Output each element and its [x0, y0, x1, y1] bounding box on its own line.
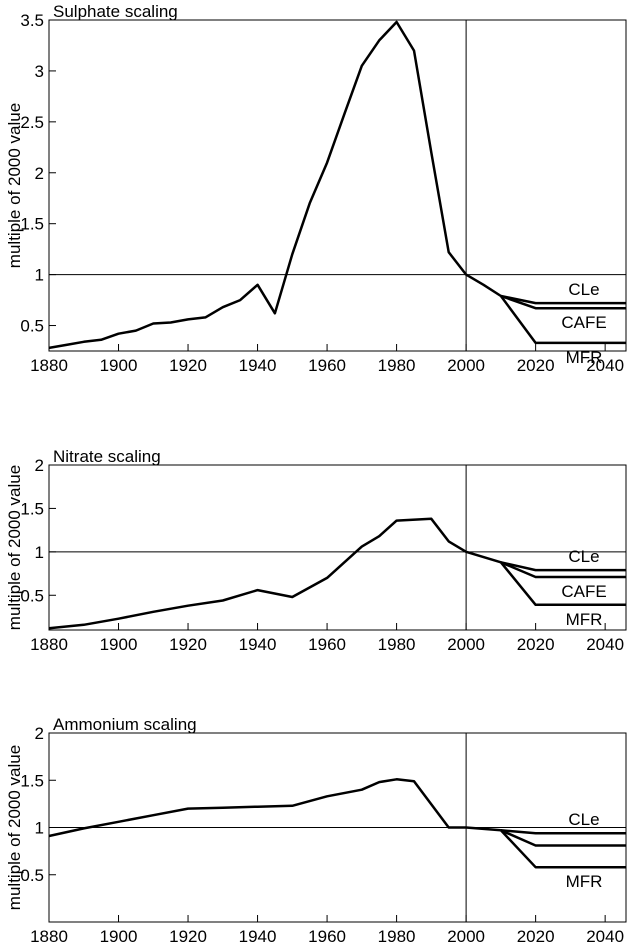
y-axis-label: multiple of 2000 value: [5, 465, 24, 630]
y-tick-label: 1: [35, 543, 44, 562]
series-label: MFR: [566, 872, 603, 891]
series-line: [500, 294, 626, 310]
x-tick-label: 1960: [308, 356, 346, 375]
x-tick-label: 1940: [239, 635, 277, 654]
y-tick-label: 1.5: [20, 215, 44, 234]
y-tick-label: 1.5: [20, 771, 44, 790]
x-tick-label: 2000: [447, 356, 485, 375]
x-tick-label: 1880: [30, 635, 68, 654]
x-tick-label: 1980: [378, 356, 416, 375]
series-line: [500, 829, 626, 847]
series-label: CLe: [568, 280, 599, 299]
chart-title: Ammonium scaling: [53, 715, 197, 734]
series-line: [500, 294, 626, 305]
y-tick-label: 0.5: [20, 586, 44, 605]
x-tick-label: 2000: [447, 927, 485, 946]
series-line: [48, 778, 502, 838]
series-line: [500, 829, 626, 835]
x-tick-label: 1920: [169, 356, 207, 375]
series-line: [48, 517, 502, 630]
series-line: [499, 829, 626, 869]
x-tick-label: 1940: [239, 927, 277, 946]
y-tick-label: 1.5: [20, 499, 44, 518]
x-tick-label: 1920: [169, 635, 207, 654]
x-tick-label: 1980: [378, 635, 416, 654]
chart-title: Nitrate scaling: [53, 447, 161, 466]
x-tick-label: 1960: [308, 635, 346, 654]
x-tick-label: 2040: [586, 635, 624, 654]
y-tick-label: 3.5: [20, 11, 44, 30]
plot-frame: [48, 19, 627, 352]
x-tick-label: 2020: [517, 356, 555, 375]
x-tick-label: 1900: [100, 927, 138, 946]
x-tick-label: 2040: [586, 356, 624, 375]
x-tick-label: 1940: [239, 356, 277, 375]
x-tick-label: 1980: [378, 927, 416, 946]
y-tick-label: 2: [35, 456, 44, 475]
chart-title: Sulphate scaling: [53, 2, 178, 21]
x-tick-label: 1880: [30, 356, 68, 375]
x-tick-label: 2000: [447, 635, 485, 654]
y-tick-label: 2: [35, 164, 44, 183]
y-tick-label: 1: [35, 819, 44, 838]
x-tick-label: 1900: [100, 356, 138, 375]
y-tick-label: 2: [35, 724, 44, 743]
y-tick-label: 2.5: [20, 113, 44, 132]
y-tick-label: 1: [35, 266, 44, 285]
series-label: CAFE: [561, 582, 606, 601]
series-line: [500, 561, 626, 579]
series-line: [48, 20, 502, 350]
y-axis-label: multiple of 2000 value: [5, 103, 24, 268]
series-label: MFR: [566, 348, 603, 367]
y-axis-label: multiple of 2000 value: [5, 745, 24, 910]
x-tick-label: 1900: [100, 635, 138, 654]
series-label: CAFE: [561, 313, 606, 332]
x-tick-label: 2020: [517, 635, 555, 654]
x-tick-label: 2040: [586, 927, 624, 946]
series-line: [499, 561, 626, 607]
series-line: [499, 295, 626, 345]
x-tick-label: 1920: [169, 927, 207, 946]
series-label: CLe: [568, 547, 599, 566]
x-tick-label: 2020: [517, 927, 555, 946]
series-label: CLe: [568, 810, 599, 829]
plot-frame: [48, 464, 627, 631]
y-tick-label: 3: [35, 62, 44, 81]
x-tick-label: 1880: [30, 927, 68, 946]
series-label: MFR: [566, 610, 603, 629]
y-tick-label: 0.5: [20, 317, 44, 336]
y-tick-label: 0.5: [20, 866, 44, 885]
series-line: [500, 561, 626, 572]
x-tick-label: 1960: [308, 927, 346, 946]
